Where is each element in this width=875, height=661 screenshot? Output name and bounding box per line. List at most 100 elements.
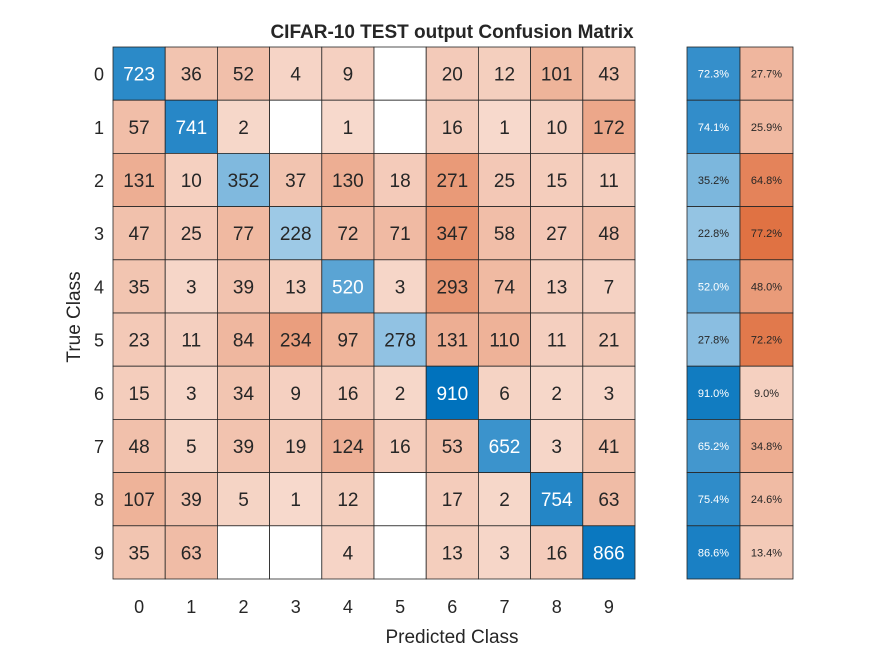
cell-4-0 bbox=[112, 259, 166, 314]
cell-value-8-8: 754 bbox=[541, 490, 573, 511]
cell-value-4-1: 3 bbox=[186, 277, 197, 298]
cell-9-2 bbox=[216, 525, 270, 580]
chart-title: CIFAR-10 TEST output Confusion Matrix bbox=[270, 22, 634, 43]
summary-correct-cell-3 bbox=[686, 206, 741, 261]
cell-4-2 bbox=[216, 259, 270, 314]
x-tick-label-1: 1 bbox=[186, 597, 196, 617]
cell-value-8-9: 63 bbox=[598, 490, 619, 511]
cell-value-3-1: 25 bbox=[181, 224, 202, 245]
summary-correct-label-1: 74.1% bbox=[698, 122, 729, 134]
cell-3-1 bbox=[164, 206, 218, 261]
summary-incorrect-label-5: 72.2% bbox=[751, 335, 782, 347]
cell-value-1-0: 57 bbox=[129, 118, 150, 139]
x-tick-label-9: 9 bbox=[604, 597, 614, 617]
cell-value-9-1: 63 bbox=[181, 543, 202, 564]
cell-value-6-6: 910 bbox=[436, 384, 468, 405]
cell-value-6-8: 2 bbox=[551, 384, 562, 405]
summary-incorrect-cell-9 bbox=[739, 525, 794, 580]
cell-8-8 bbox=[530, 472, 584, 527]
cell-value-6-3: 9 bbox=[290, 384, 301, 405]
cell-value-6-7: 6 bbox=[499, 384, 510, 405]
cell-7-1 bbox=[164, 418, 218, 473]
cell-value-7-6: 53 bbox=[442, 437, 463, 458]
cell-value-5-6: 131 bbox=[436, 331, 468, 352]
cell-4-8 bbox=[530, 259, 584, 314]
y-axis-label: True Class bbox=[64, 271, 85, 362]
cell-value-0-8: 101 bbox=[541, 65, 573, 86]
cell-value-4-6: 293 bbox=[436, 277, 468, 298]
cell-6-3 bbox=[269, 365, 323, 420]
cell-value-6-1: 3 bbox=[186, 384, 197, 405]
y-tick-label-5: 5 bbox=[94, 331, 104, 351]
cell-5-0 bbox=[112, 312, 166, 367]
cell-value-5-3: 234 bbox=[280, 331, 312, 352]
cell-1-5 bbox=[373, 99, 427, 154]
cell-value-1-4: 1 bbox=[343, 118, 354, 139]
cell-value-6-0: 15 bbox=[129, 384, 150, 405]
cell-3-9 bbox=[582, 206, 636, 261]
y-tick-label-2: 2 bbox=[94, 171, 104, 191]
cell-8-7 bbox=[477, 472, 531, 527]
summary-correct-cell-5 bbox=[686, 312, 741, 367]
cell-2-7 bbox=[477, 152, 531, 207]
cell-value-5-4: 97 bbox=[337, 331, 358, 352]
summary-correct-label-4: 52.0% bbox=[698, 281, 729, 293]
cell-value-9-8: 16 bbox=[546, 543, 567, 564]
cell-9-8 bbox=[530, 525, 584, 580]
cell-2-0 bbox=[112, 152, 166, 207]
x-tick-label-6: 6 bbox=[447, 597, 457, 617]
cell-0-5 bbox=[373, 46, 427, 101]
cell-value-0-2: 52 bbox=[233, 65, 254, 86]
cell-value-5-9: 21 bbox=[598, 331, 619, 352]
cell-7-6 bbox=[425, 418, 479, 473]
row-summary-panel: 72.3% 27.7% 74.1% 25.9% 35.2% 64.8% 22.8% 77.2%… bbox=[686, 46, 794, 580]
cell-value-8-6: 17 bbox=[442, 490, 463, 511]
cell-value-9-7: 3 bbox=[499, 543, 510, 564]
summary-incorrect-cell-1 bbox=[739, 99, 794, 154]
cell-6-6 bbox=[425, 365, 479, 420]
x-axis-label: Predicted Class bbox=[385, 627, 518, 648]
cell-7-5 bbox=[373, 418, 427, 473]
cell-value-9-9: 866 bbox=[593, 543, 625, 564]
cell-7-7 bbox=[477, 418, 531, 473]
cell-value-7-1: 5 bbox=[186, 437, 197, 458]
y-tick-label-3: 3 bbox=[94, 224, 104, 244]
cell-1-2 bbox=[216, 99, 270, 154]
cell-value-5-5: 278 bbox=[384, 331, 416, 352]
cell-value-0-4: 9 bbox=[343, 65, 354, 86]
cell-6-1 bbox=[164, 365, 218, 420]
cell-value-0-1: 36 bbox=[181, 65, 202, 86]
cell-value-2-6: 271 bbox=[436, 171, 468, 192]
cell-0-3 bbox=[269, 46, 323, 101]
cell-2-5 bbox=[373, 152, 427, 207]
cell-value-7-2: 39 bbox=[233, 437, 254, 458]
cell-5-8 bbox=[530, 312, 584, 367]
cell-value-0-6: 20 bbox=[442, 65, 463, 86]
cell-4-9 bbox=[582, 259, 636, 314]
cell-4-5 bbox=[373, 259, 427, 314]
summary-correct-label-6: 91.0% bbox=[698, 388, 729, 400]
cell-value-3-5: 71 bbox=[390, 224, 411, 245]
y-tick-label-0: 0 bbox=[94, 65, 104, 85]
cell-8-3 bbox=[269, 472, 323, 527]
cell-value-1-1: 741 bbox=[175, 118, 207, 139]
cell-value-9-0: 35 bbox=[129, 543, 150, 564]
cell-value-3-8: 27 bbox=[546, 224, 567, 245]
cell-value-6-2: 34 bbox=[233, 384, 255, 405]
cell-9-5 bbox=[373, 525, 427, 580]
cell-7-8 bbox=[530, 418, 584, 473]
summary-incorrect-label-4: 48.0% bbox=[751, 281, 782, 293]
cell-value-4-5: 3 bbox=[395, 277, 406, 298]
cell-value-3-2: 77 bbox=[233, 224, 254, 245]
summary-incorrect-label-7: 34.8% bbox=[751, 441, 782, 453]
summary-incorrect-cell-4 bbox=[739, 259, 794, 314]
cell-value-7-4: 124 bbox=[332, 437, 364, 458]
summary-correct-cell-7 bbox=[686, 418, 741, 473]
cell-value-2-1: 10 bbox=[181, 171, 202, 192]
cell-value-1-2: 2 bbox=[238, 118, 249, 139]
x-tick-label-8: 8 bbox=[552, 597, 562, 617]
cell-value-4-7: 74 bbox=[494, 277, 516, 298]
cell-value-1-9: 172 bbox=[593, 118, 625, 139]
cell-value-8-1: 39 bbox=[181, 490, 202, 511]
